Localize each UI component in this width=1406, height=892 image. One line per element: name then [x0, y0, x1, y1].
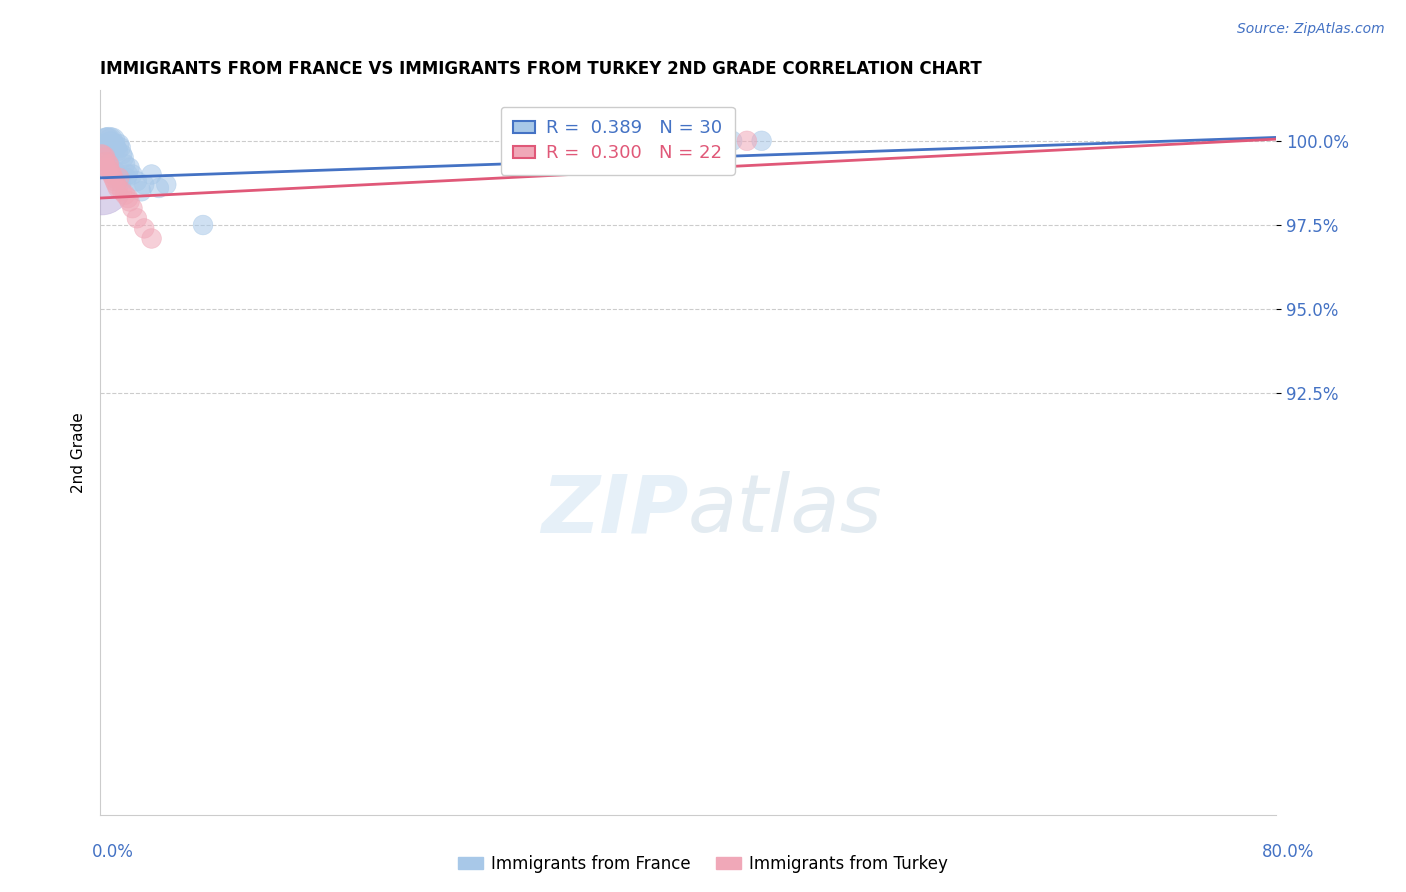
Point: [129, 184, 152, 198]
Legend: Immigrants from France, Immigrants from Turkey: Immigrants from France, Immigrants from …: [451, 848, 955, 880]
Point: [103, 170, 125, 185]
Y-axis label: 2nd Grade: 2nd Grade: [72, 412, 86, 492]
Point: [141, 231, 163, 245]
Point: [112, 151, 135, 165]
Point: [96, 134, 118, 148]
Text: IMMIGRANTS FROM FRANCE VS IMMIGRANTS FROM TURKEY 2ND GRADE CORRELATION CHART: IMMIGRANTS FROM FRANCE VS IMMIGRANTS FRO…: [100, 60, 981, 78]
Point: [111, 147, 134, 161]
Point: [107, 181, 129, 195]
Point: [90, 140, 112, 154]
Point: [735, 134, 758, 148]
Point: [97, 157, 120, 171]
Text: 80.0%: 80.0%: [1263, 843, 1315, 861]
Point: [114, 187, 136, 202]
Point: [93, 151, 115, 165]
Point: [148, 181, 170, 195]
Point: [721, 134, 744, 148]
Point: [108, 137, 131, 152]
Text: atlas: atlas: [688, 471, 883, 549]
Point: [97, 134, 120, 148]
Point: [134, 221, 156, 235]
Point: [191, 218, 214, 232]
Point: [155, 178, 177, 192]
Legend: R =  0.389   N = 30, R =  0.300   N = 22: R = 0.389 N = 30, R = 0.300 N = 22: [501, 106, 734, 175]
Point: [91, 151, 114, 165]
Point: [94, 134, 117, 148]
Point: [101, 134, 124, 148]
Point: [121, 168, 143, 182]
Point: [103, 140, 125, 154]
Point: [118, 194, 141, 209]
Text: 0.0%: 0.0%: [91, 843, 134, 861]
Text: Source: ZipAtlas.com: Source: ZipAtlas.com: [1237, 22, 1385, 37]
Point: [125, 174, 148, 188]
Point: [104, 137, 127, 152]
Point: [104, 174, 127, 188]
Point: [90, 147, 112, 161]
Point: [96, 161, 118, 175]
Point: [111, 184, 134, 198]
Point: [121, 201, 143, 215]
Point: [107, 144, 129, 158]
Point: [101, 168, 124, 182]
Point: [100, 137, 122, 152]
Point: [105, 178, 128, 192]
Point: [117, 191, 139, 205]
Point: [110, 140, 132, 154]
Point: [105, 140, 128, 154]
Point: [93, 137, 115, 152]
Point: [118, 161, 141, 175]
Point: [90, 178, 112, 192]
Point: [134, 178, 156, 192]
Point: [141, 168, 163, 182]
Point: [115, 170, 138, 185]
Point: [751, 134, 773, 148]
Point: [125, 211, 148, 226]
Point: [114, 157, 136, 171]
Text: ZIP: ZIP: [541, 471, 688, 549]
Point: [100, 164, 122, 178]
Point: [94, 157, 117, 171]
Point: [117, 168, 139, 182]
Point: [108, 170, 131, 185]
Point: [91, 144, 114, 158]
